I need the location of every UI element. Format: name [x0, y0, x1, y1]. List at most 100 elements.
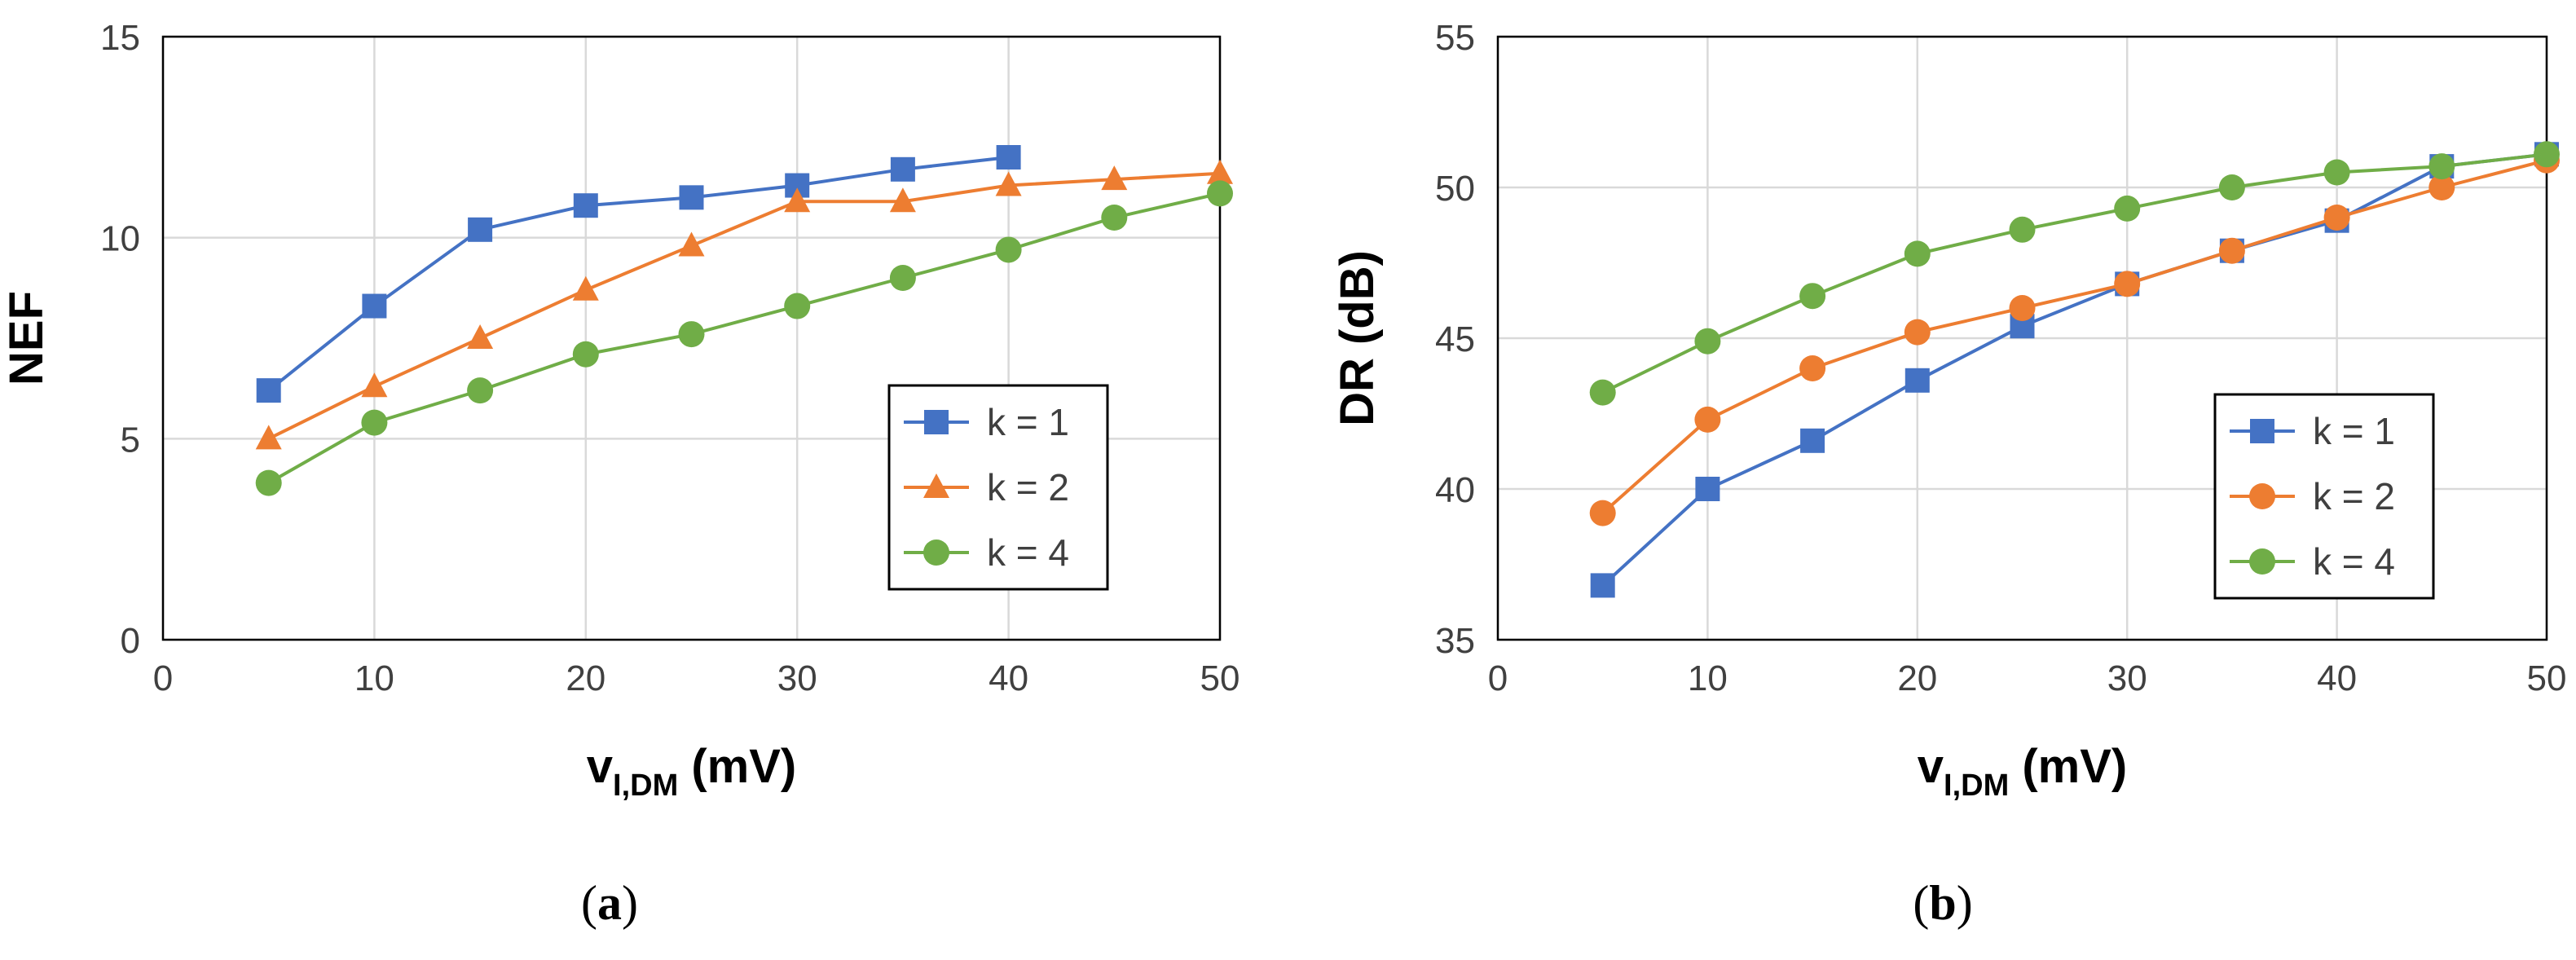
y-tick-label: 40 [1435, 470, 1475, 510]
legend-marker [924, 410, 949, 434]
data-point [1799, 283, 1826, 310]
y-tick-label: 50 [1435, 169, 1475, 209]
x-axis-label: vI,DM (mV) [587, 740, 796, 803]
data-point [2218, 237, 2245, 264]
data-point [1590, 573, 1615, 598]
x-tick-label: 30 [777, 658, 817, 698]
data-point [1207, 180, 1233, 207]
x-tick-label: 20 [1897, 658, 1937, 698]
y-tick-label: 35 [1435, 621, 1475, 661]
y-tick-label: 15 [100, 18, 140, 58]
data-point [1904, 240, 1931, 267]
data-point [2114, 271, 2141, 297]
legend-marker [2249, 483, 2275, 509]
data-point [2114, 195, 2141, 222]
legend-label: k = 2 [987, 466, 1069, 509]
x-tick-label: 20 [566, 658, 605, 698]
legend-label: k = 1 [987, 401, 1069, 443]
chart-panel-a: 0 10 20 30 40 50 0 5 10 15 NEF vI,DM (mV) k = 1 k = 2… [0, 18, 1240, 930]
data-point [1101, 205, 1128, 231]
legend-label: k = 4 [987, 531, 1069, 574]
data-point [1800, 428, 1825, 453]
x-tick-label: 0 [153, 658, 173, 698]
data-point [1904, 368, 1930, 393]
data-point [255, 425, 282, 450]
data-point [2323, 205, 2350, 231]
data-point [1694, 406, 1721, 433]
data-point [679, 185, 704, 210]
x-tick-label: 10 [354, 658, 394, 698]
legend-label: k = 4 [2313, 540, 2395, 583]
y-axis-label: DR (dB) [1331, 250, 1384, 426]
legend: k = 1 k = 2 k = 4 [887, 384, 1109, 591]
series-line [267, 171, 1221, 441]
data-point [1207, 159, 1233, 184]
data-point [996, 145, 1021, 170]
chart-panel-b: 0 10 20 30 40 50 35 40 45 50 55 DR (dB) vI,DM (mV) k … [1331, 18, 2566, 930]
legend: k = 1 k = 2 k = 4 [2213, 393, 2435, 600]
data-point [361, 409, 388, 436]
x-tick-label: 50 [1200, 658, 1240, 698]
series-2 [255, 159, 1233, 450]
y-tick-label: 0 [121, 621, 140, 661]
x-tick-label: 10 [1688, 658, 1728, 698]
data-point [678, 231, 705, 257]
data-point [362, 293, 387, 319]
data-point [572, 341, 599, 368]
y-axis-label: NEF [0, 291, 53, 385]
legend-marker [2250, 419, 2274, 443]
legend-marker [923, 473, 949, 498]
data-point [890, 156, 915, 182]
plot-frame [161, 35, 1222, 641]
data-point [1694, 328, 1721, 354]
data-point [2534, 141, 2560, 168]
data-point [256, 378, 281, 403]
data-point [1589, 500, 1616, 526]
data-point [468, 217, 493, 242]
plot-frame [1496, 35, 2548, 641]
data-point [572, 275, 599, 301]
x-tick-label: 30 [2107, 658, 2147, 698]
legend-marker [2249, 548, 2275, 575]
y-tick-label: 55 [1435, 18, 1475, 58]
panel-caption: (b) [1913, 876, 1972, 930]
x-tick-label: 50 [2527, 658, 2567, 698]
data-point [2009, 216, 2036, 243]
data-point [784, 187, 811, 213]
data-point [995, 171, 1022, 196]
y-tick-label: 5 [121, 420, 140, 460]
data-point [995, 236, 1022, 263]
data-point [1695, 477, 1720, 501]
data-point [889, 265, 916, 291]
legend-label: k = 2 [2313, 475, 2395, 517]
series-3 [1589, 141, 2560, 406]
data-point [1589, 379, 1616, 406]
data-point [1904, 319, 1931, 346]
data-point [2428, 174, 2455, 200]
x-tick-label: 40 [989, 658, 1028, 698]
x-tick-label: 0 [1488, 658, 1508, 698]
series-1 [256, 145, 1021, 403]
data-point [2428, 153, 2455, 180]
data-point [678, 321, 705, 348]
data-point [573, 193, 598, 218]
legend-label: k = 1 [2313, 410, 2395, 452]
series-line [267, 156, 1009, 392]
data-point [361, 372, 388, 398]
legend-marker [923, 539, 949, 566]
y-tick-label: 10 [100, 219, 140, 259]
data-point [467, 377, 494, 404]
data-point [2009, 295, 2036, 321]
data-point [2218, 174, 2245, 200]
x-axis-label: vI,DM (mV) [1918, 740, 2127, 803]
series-3 [255, 180, 1233, 496]
series-2 [1589, 147, 2560, 526]
data-point [467, 324, 494, 349]
data-point [784, 293, 811, 319]
data-point [255, 469, 282, 496]
series-line [1601, 158, 2547, 515]
series-line [1601, 152, 2547, 587]
series-line [267, 192, 1221, 485]
data-point [2323, 159, 2350, 186]
